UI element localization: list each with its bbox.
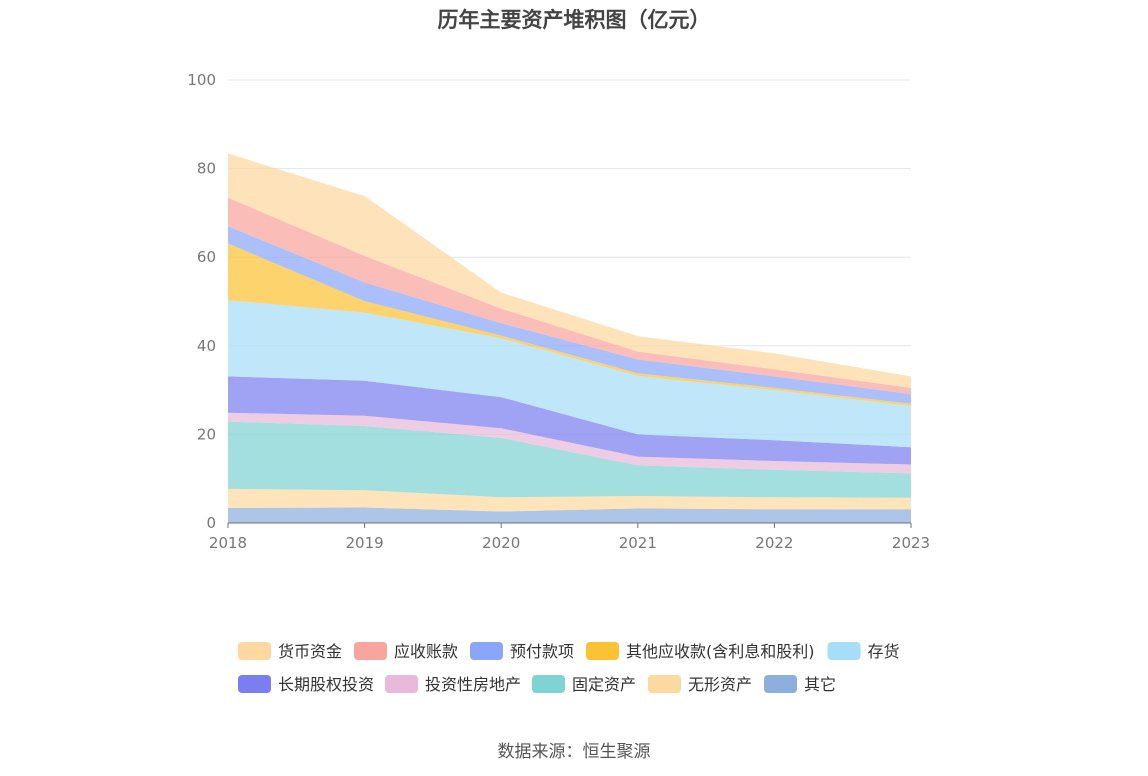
area-series-7 <box>228 226 911 404</box>
legend-label: 无形资产 <box>688 675 752 694</box>
area-series-5 <box>228 300 911 448</box>
x-tick-label: 2020 <box>482 534 520 552</box>
legend-label: 预付款项 <box>510 642 574 661</box>
legend-label: 长期股权投资 <box>278 675 374 694</box>
y-tick-label: 0 <box>206 514 216 532</box>
legend-swatch <box>648 675 681 693</box>
legend-label: 存货 <box>868 642 900 661</box>
legend-label: 固定资产 <box>572 675 636 694</box>
x-tick-label: 2021 <box>619 534 657 552</box>
legend-swatch <box>238 642 271 660</box>
area-series-9 <box>228 153 911 388</box>
x-tick-label: 2018 <box>209 534 247 552</box>
x-tick-label: 2023 <box>892 534 930 552</box>
legend-label: 应收账款 <box>394 642 458 661</box>
legend-label: 投资性房地产 <box>425 675 521 694</box>
legend-swatch <box>354 642 387 660</box>
legend-swatch <box>238 675 271 693</box>
source-text: 数据来源：恒生聚源 <box>497 742 651 762</box>
legend-label: 货币资金 <box>278 642 342 661</box>
area-series-3 <box>228 412 911 474</box>
y-tick-label: 40 <box>197 337 216 355</box>
y-tick-label: 100 <box>187 71 216 89</box>
legend-swatch <box>586 642 619 660</box>
y-tick-label: 60 <box>197 248 216 266</box>
legend-swatch <box>764 675 797 693</box>
area-series-1 <box>228 488 911 512</box>
y-tick-label: 80 <box>197 160 216 178</box>
legend-swatch <box>385 675 418 693</box>
y-tick-label: 20 <box>197 425 216 443</box>
legend-label: 其他应收款(含利息和股利) <box>626 642 815 661</box>
area-series-0 <box>228 507 911 523</box>
legend-swatch <box>470 642 503 660</box>
area-series-2 <box>228 421 911 498</box>
x-tick-label: 2022 <box>755 534 793 552</box>
legend-swatch <box>532 675 565 693</box>
x-tick-label: 2019 <box>346 534 384 552</box>
legend-label: 其它 <box>804 675 836 694</box>
legend-swatch <box>827 642 861 660</box>
chart-title: 历年主要资产堆积图（亿元） <box>437 8 711 32</box>
area-series-4 <box>228 376 911 465</box>
